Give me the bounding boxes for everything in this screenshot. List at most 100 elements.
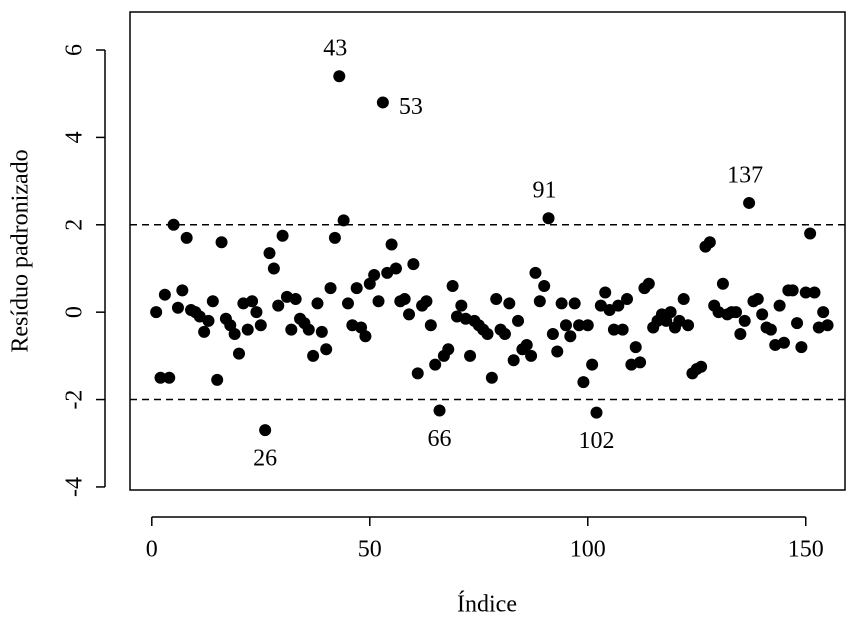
- point: [581, 319, 594, 332]
- point: [564, 330, 577, 343]
- point: [664, 306, 677, 319]
- point: [507, 354, 520, 367]
- point: [743, 196, 756, 209]
- point: [791, 317, 804, 330]
- point: [485, 371, 498, 384]
- point: [350, 282, 363, 295]
- point-label: 26: [253, 446, 277, 472]
- point: [385, 238, 398, 251]
- point: [320, 343, 333, 356]
- point: [634, 356, 647, 369]
- point: [368, 269, 381, 282]
- point: [730, 306, 743, 319]
- point: [464, 349, 477, 362]
- point: [695, 360, 708, 373]
- point-label: 66: [428, 426, 452, 452]
- point: [167, 218, 180, 231]
- y-tick-label: -2: [62, 390, 88, 410]
- point: [398, 293, 411, 306]
- point-label: 102: [578, 428, 614, 454]
- point: [259, 424, 272, 437]
- y-tick-label: 2: [62, 219, 88, 231]
- point: [599, 286, 612, 299]
- point: [267, 262, 280, 275]
- point: [716, 277, 729, 290]
- point: [232, 347, 245, 360]
- point: [302, 323, 315, 336]
- point: [612, 299, 625, 312]
- point: [341, 297, 354, 310]
- point: [250, 306, 263, 319]
- point: [424, 319, 437, 332]
- point: [176, 284, 189, 297]
- point: [642, 277, 655, 290]
- point: [498, 328, 511, 341]
- point: [533, 295, 546, 308]
- point: [263, 247, 276, 260]
- point: [328, 231, 341, 244]
- point: [372, 295, 385, 308]
- point: [555, 297, 568, 310]
- point: [455, 299, 468, 312]
- point: [433, 404, 446, 417]
- x-tick-label: 0: [146, 537, 158, 563]
- x-axis-label: Índice: [457, 592, 517, 618]
- point: [333, 70, 346, 83]
- plot-box: [129, 11, 846, 491]
- y-tick-label: 0: [62, 306, 88, 318]
- x-tick-label: 50: [358, 537, 382, 563]
- point: [198, 325, 211, 338]
- point: [215, 236, 228, 249]
- point: [799, 286, 812, 299]
- point: [481, 328, 494, 341]
- point: [158, 288, 171, 301]
- point: [411, 367, 424, 380]
- point: [376, 96, 389, 109]
- point-label: 91: [533, 178, 557, 204]
- point: [307, 349, 320, 362]
- point: [542, 212, 555, 225]
- point: [254, 319, 267, 332]
- point: [442, 343, 455, 356]
- point: [407, 258, 420, 271]
- point: [773, 299, 786, 312]
- point: [586, 358, 599, 371]
- point: [756, 308, 769, 321]
- point: [163, 371, 176, 384]
- y-tick-label: 6: [62, 44, 88, 56]
- point: [171, 301, 184, 314]
- point: [154, 371, 167, 384]
- point: [795, 341, 808, 354]
- point: [324, 282, 337, 295]
- point: [682, 319, 695, 332]
- point: [577, 376, 590, 389]
- point: [490, 293, 503, 306]
- point-label: 43: [323, 36, 347, 62]
- point: [503, 297, 516, 310]
- x-tick-label: 100: [570, 537, 606, 563]
- point: [559, 319, 572, 332]
- point: [817, 306, 830, 319]
- x-tick-label: 150: [788, 537, 824, 563]
- point: [821, 319, 834, 332]
- point-label: 53: [399, 94, 423, 120]
- point: [359, 330, 372, 343]
- point: [786, 284, 799, 297]
- point: [551, 345, 564, 358]
- point: [677, 293, 690, 306]
- point: [751, 293, 764, 306]
- point: [446, 279, 459, 292]
- point: [272, 299, 285, 312]
- point: [206, 295, 219, 308]
- point: [403, 308, 416, 321]
- point-label: 137: [727, 162, 763, 188]
- point: [420, 295, 433, 308]
- point: [150, 306, 163, 319]
- point: [808, 286, 821, 299]
- point: [777, 336, 790, 349]
- point: [285, 323, 298, 336]
- point: [241, 323, 254, 336]
- y-axis-label: Resíduo padronizado: [8, 149, 34, 352]
- point: [734, 328, 747, 341]
